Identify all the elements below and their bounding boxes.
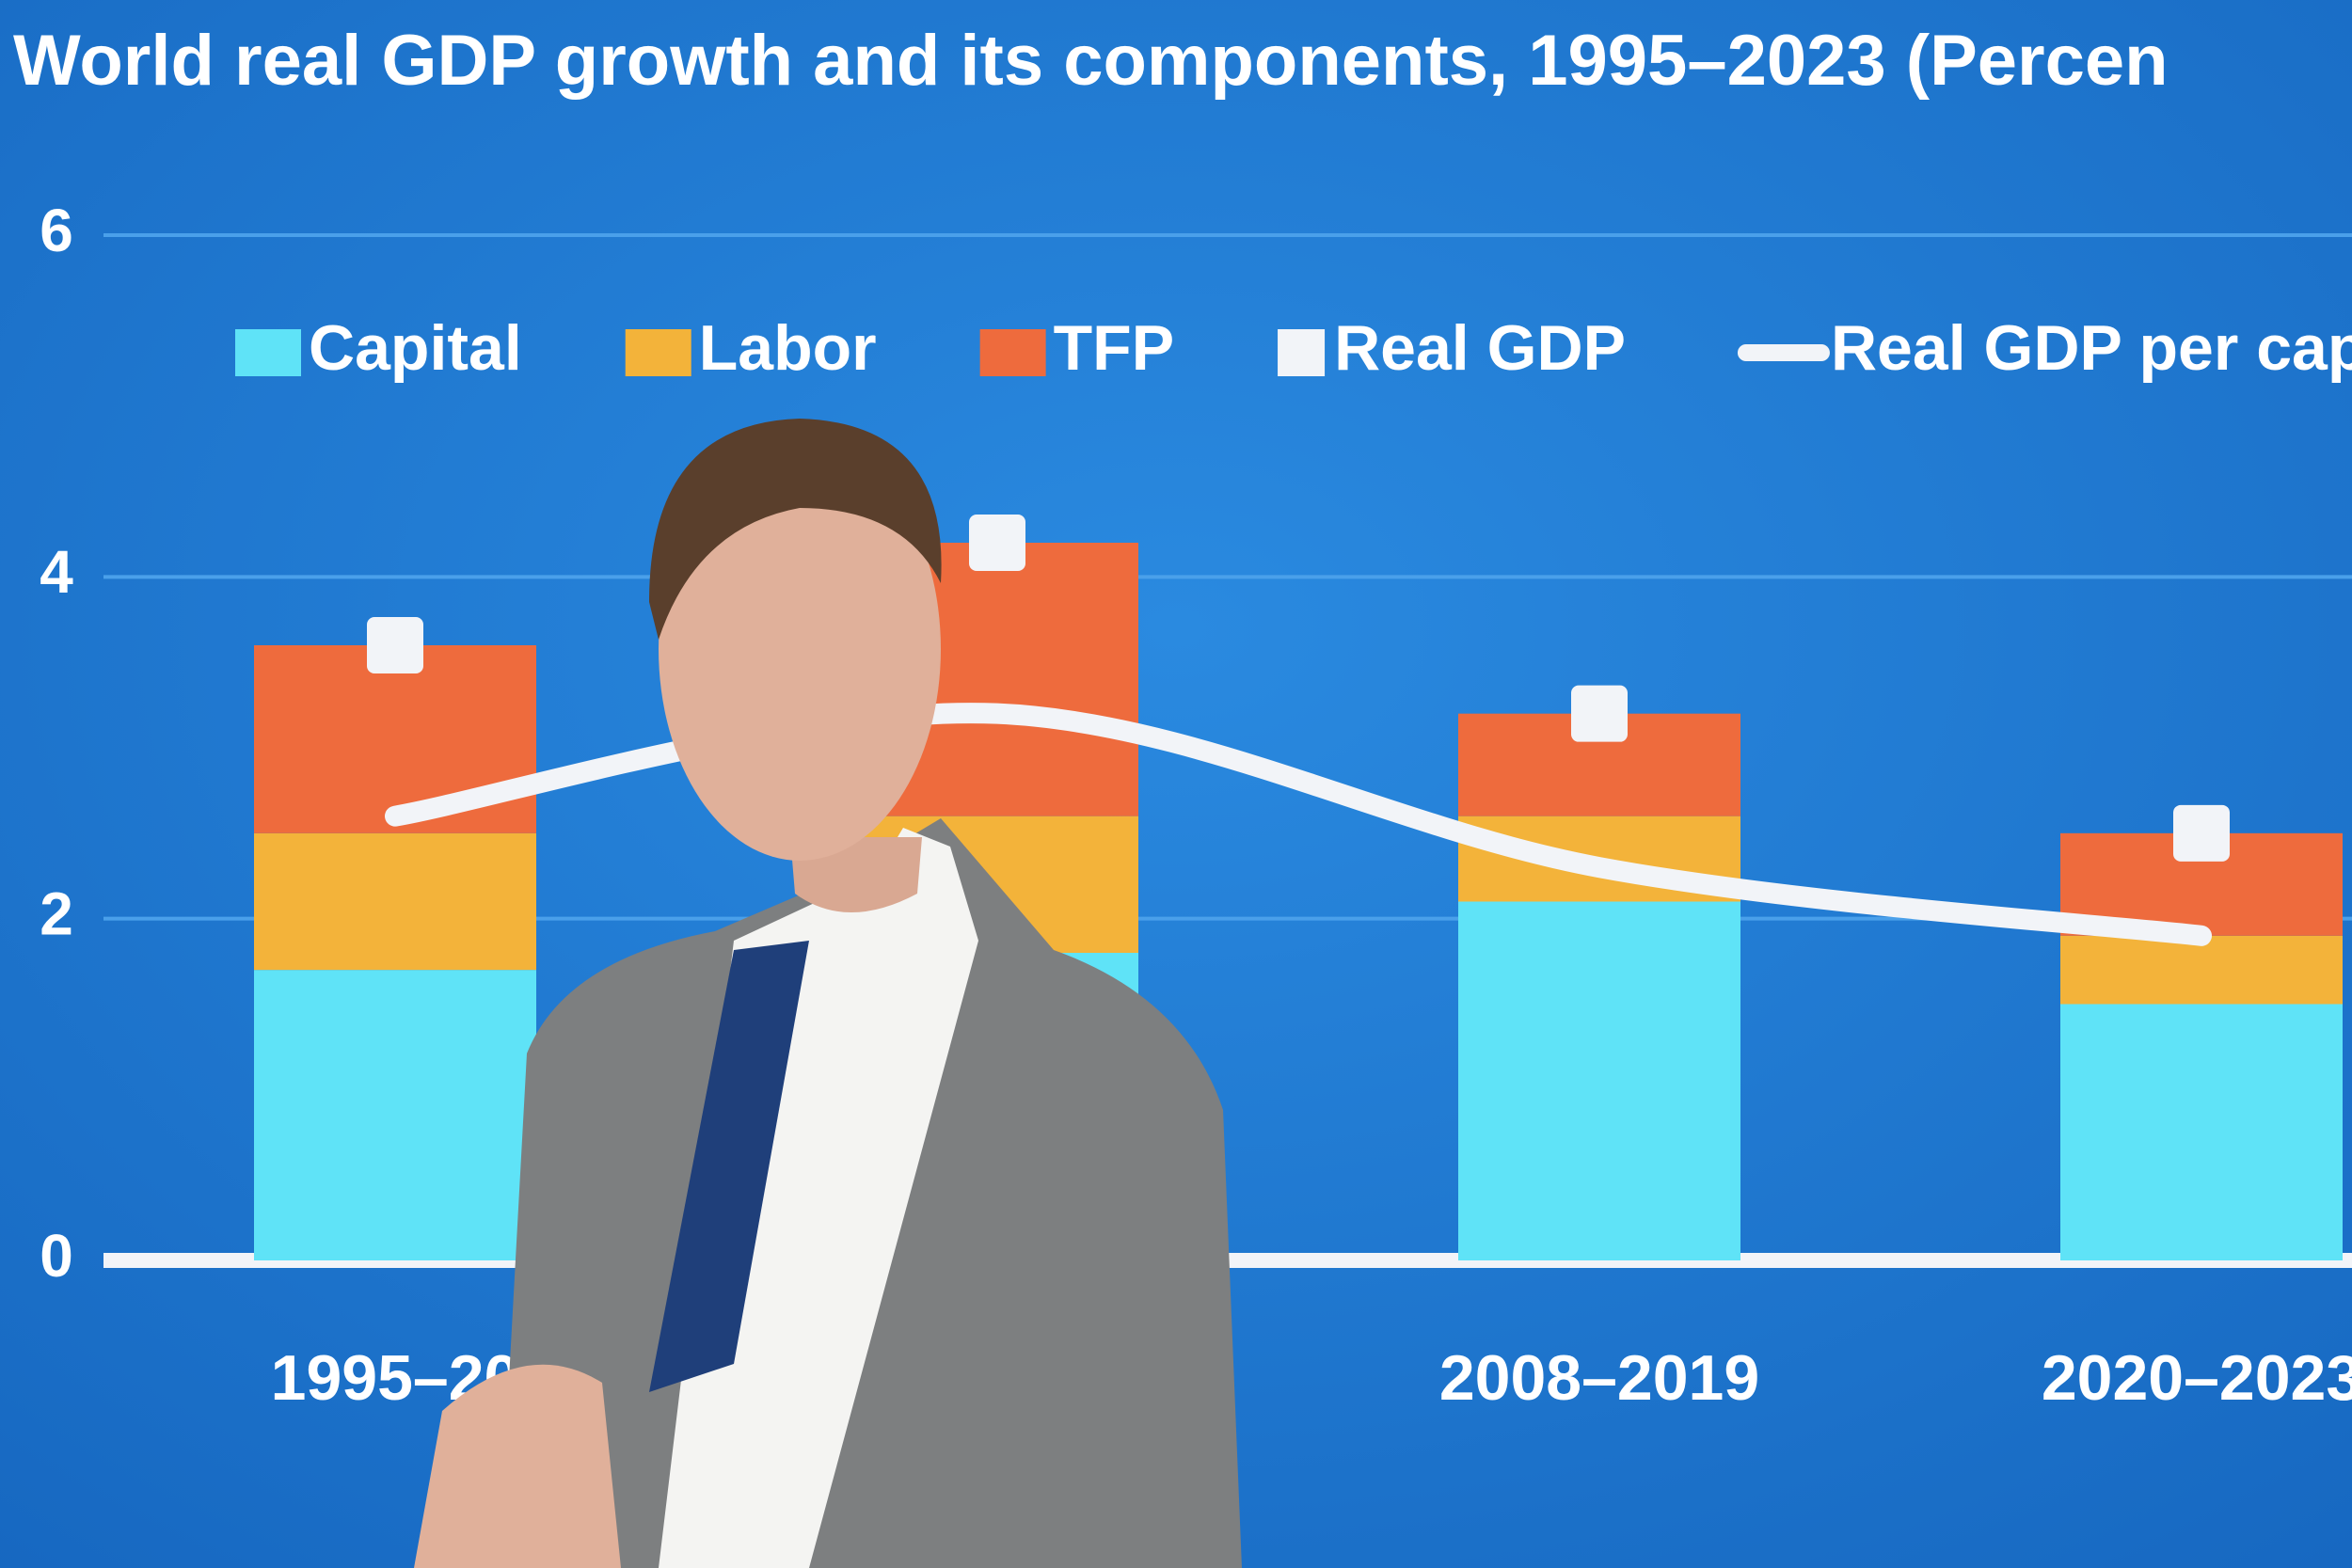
x-tick-label: 2008–2019 <box>1439 1342 1759 1414</box>
bar-segment <box>1458 901 1740 1260</box>
marker <box>367 617 423 673</box>
legend: Capital Labor TFP Real GDP Real GDP per capi <box>235 312 2352 384</box>
tie <box>649 941 809 1392</box>
legend-item: TFP <box>979 312 1174 384</box>
legend-item: Capital <box>235 312 522 384</box>
legend-item: Labor <box>625 312 877 384</box>
x-tick-label: 2020–2023 <box>2042 1342 2352 1414</box>
legend-label: TFP <box>1054 312 1174 384</box>
marker <box>969 515 1025 571</box>
legend-swatch <box>625 329 691 376</box>
y-tick-label: 4 <box>40 538 73 606</box>
y-tick-label: 6 <box>40 197 73 264</box>
marker <box>2173 804 2230 862</box>
legend-swatch <box>979 329 1046 376</box>
y-tick-label: 0 <box>40 1222 73 1290</box>
legend-item: Real GDP <box>1278 312 1626 384</box>
bar-segment <box>254 832 536 971</box>
y-tick-label: 2 <box>40 880 73 948</box>
hand <box>414 1364 621 1568</box>
bar-segment <box>254 970 536 1260</box>
bar-segment <box>2060 1004 2343 1260</box>
chart-title: World real GDP growth and its components… <box>13 21 2169 101</box>
legend-swatch <box>235 329 301 376</box>
speaker-photo <box>414 419 1242 1568</box>
legend-label: Real GDP per capi <box>1831 312 2352 384</box>
hair <box>649 419 942 640</box>
legend-label: Capital <box>309 312 522 384</box>
line <box>385 703 2212 946</box>
marker <box>1571 685 1628 742</box>
legend-item: Real GDP per capi <box>1737 312 2352 384</box>
legend-swatch <box>1278 329 1326 376</box>
legend-label: Labor <box>699 312 877 384</box>
bar-segment <box>2060 935 2343 1005</box>
head <box>659 437 941 861</box>
legend-label: Real GDP <box>1334 312 1626 384</box>
